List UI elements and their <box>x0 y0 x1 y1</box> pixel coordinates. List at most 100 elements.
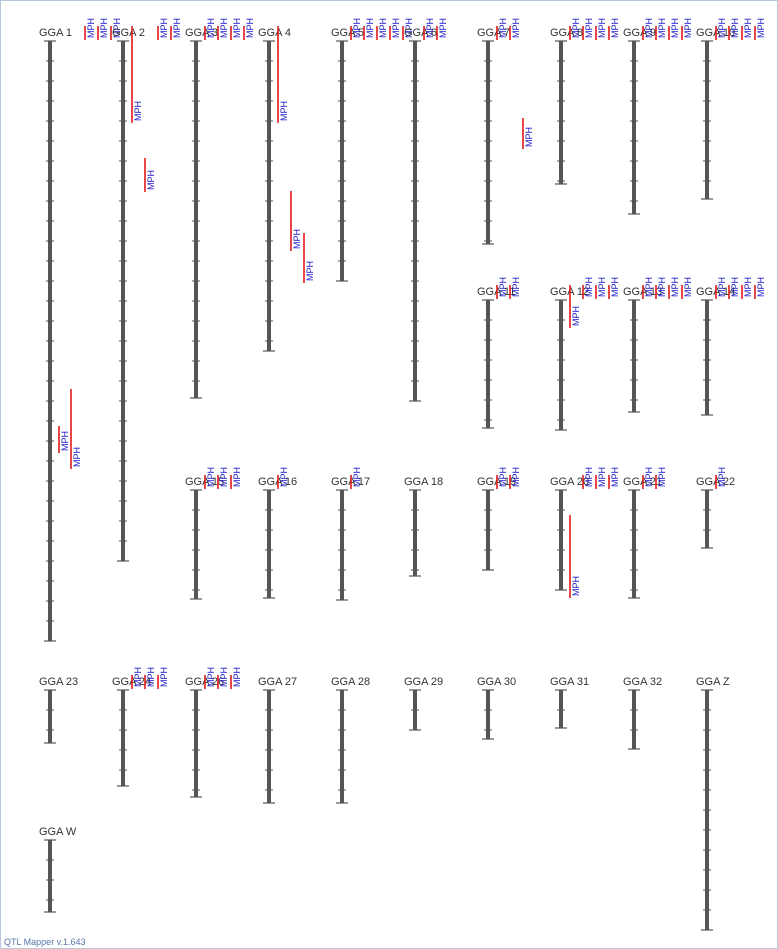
qtl-label[interactable]: MPH <box>597 18 607 38</box>
qtl-label[interactable]: MPH <box>571 576 581 596</box>
qtl-label[interactable]: MPH <box>657 18 667 38</box>
qtl-label[interactable]: MPH <box>60 431 70 451</box>
chromosome-group: GGA 18 <box>404 476 443 577</box>
qtl-label[interactable]: MPH <box>670 18 680 38</box>
qtl-label[interactable]: MPH <box>743 277 753 297</box>
chromosome-axis <box>267 690 271 803</box>
qtl-label[interactable]: MPH <box>86 18 96 38</box>
qtl-label[interactable]: MPH <box>584 467 594 487</box>
qtl-label[interactable]: MPH <box>571 306 581 326</box>
qtl-label[interactable]: MPH <box>232 18 242 38</box>
qtl-label[interactable]: MPH <box>524 127 534 147</box>
qtl-label[interactable]: MPH <box>644 277 654 297</box>
qtl-label[interactable]: MPH <box>610 277 620 297</box>
qtl-label[interactable]: MPH <box>206 667 216 687</box>
chromosome-axis <box>486 300 490 428</box>
chromosome-label: GGA 11 <box>477 286 515 298</box>
qtl-label[interactable]: MPH <box>683 277 693 297</box>
chromosome-axis <box>705 490 709 548</box>
chromosome-axis <box>632 690 636 749</box>
chromosome-axis <box>48 690 52 743</box>
qtl-label[interactable]: MPH <box>206 467 216 487</box>
qtl-label[interactable]: MPH <box>146 667 156 687</box>
qtl-label[interactable]: MPH <box>206 18 216 38</box>
qtl-label[interactable]: MPH <box>232 467 242 487</box>
qtl-label[interactable]: MPH <box>99 18 109 38</box>
chromosome-group: GGA 13MPHMPHMPHMPH <box>623 277 693 413</box>
qtl-label[interactable]: MPH <box>305 261 315 281</box>
qtl-label[interactable]: MPH <box>245 18 255 38</box>
chromosome-group: GGA 23 <box>39 676 78 744</box>
chromosome-group: GGA 4 MPH MPH MPH <box>258 26 315 352</box>
qtl-label[interactable]: MPH <box>597 467 607 487</box>
qtl-label[interactable]: MPH <box>730 18 740 38</box>
qtl-label[interactable]: MPH <box>511 467 521 487</box>
chromosome-label: GGA 1 <box>39 27 72 39</box>
qtl-label[interactable]: MPH <box>717 467 727 487</box>
qtl-label[interactable]: MPH <box>219 467 229 487</box>
qtl-label[interactable]: MPH <box>498 467 508 487</box>
chromosome-label: GGA 28 <box>331 676 370 688</box>
qtl-label[interactable]: MPH <box>597 277 607 297</box>
chromosome-group: GGA 26MPHMPHMPH <box>185 667 242 798</box>
qtl-label[interactable]: MPH <box>133 101 143 121</box>
qtl-label[interactable]: MPH <box>112 18 122 38</box>
qtl-label[interactable]: MPH <box>584 18 594 38</box>
qtl-label[interactable]: MPH <box>438 18 448 38</box>
chromosome-axis <box>486 690 490 739</box>
qtl-label[interactable]: MPH <box>352 18 362 38</box>
qtl-label[interactable]: MPH <box>717 18 727 38</box>
qtl-label[interactable]: MPH <box>730 277 740 297</box>
qtl-label[interactable]: MPH <box>511 18 521 38</box>
chromosome-axis <box>632 490 636 598</box>
chromosome-label: GGA Z <box>696 676 730 688</box>
qtl-label[interactable]: MPH <box>756 18 766 38</box>
qtl-label[interactable]: MPH <box>133 667 143 687</box>
qtl-label[interactable]: MPH <box>219 667 229 687</box>
qtl-label[interactable]: MPH <box>378 18 388 38</box>
qtl-label[interactable]: MPH <box>404 18 414 38</box>
qtl-label[interactable]: MPH <box>571 18 581 38</box>
qtl-label[interactable]: MPH <box>146 170 156 190</box>
qtl-label[interactable]: MPH <box>219 18 229 38</box>
chromosome-axis <box>632 41 636 214</box>
qtl-label[interactable]: MPH <box>717 277 727 297</box>
chromosome-axis <box>559 690 563 728</box>
qtl-label[interactable]: MPH <box>425 18 435 38</box>
qtl-label[interactable]: MPH <box>279 101 289 121</box>
qtl-label[interactable]: MPH <box>756 277 766 297</box>
qtl-label[interactable]: MPH <box>644 18 654 38</box>
qtl-label[interactable]: MPH <box>498 18 508 38</box>
qtl-label[interactable]: MPH <box>644 467 654 487</box>
qtl-label[interactable]: MPH <box>584 277 594 297</box>
qtl-label[interactable]: MPH <box>352 467 362 487</box>
qtl-label[interactable]: MPH <box>279 467 289 487</box>
qtl-label[interactable]: MPH <box>159 18 169 38</box>
qtl-label[interactable]: MPH <box>292 229 302 249</box>
qtl-label[interactable]: MPH <box>172 18 182 38</box>
chromosome-label: GGA 18 <box>404 476 443 488</box>
qtl-label[interactable]: MPH <box>610 18 620 38</box>
chromosome-label: GGA 6 <box>404 27 437 39</box>
qtl-label[interactable]: MPH <box>498 277 508 297</box>
qtl-label[interactable]: MPH <box>657 467 667 487</box>
qtl-label[interactable]: MPH <box>670 277 680 297</box>
qtl-label[interactable]: MPH <box>72 447 82 467</box>
qtl-label[interactable]: MPH <box>159 667 169 687</box>
qtl-label[interactable]: MPH <box>657 277 667 297</box>
qtl-label[interactable]: MPH <box>365 18 375 38</box>
chromosome-axis <box>486 41 490 244</box>
chromosome-label: GGA 20 <box>550 476 589 488</box>
qtl-label[interactable]: MPH <box>743 18 753 38</box>
qtl-label[interactable]: MPH <box>511 277 521 297</box>
qtl-label[interactable]: MPH <box>391 18 401 38</box>
qtl-label[interactable]: MPH <box>683 18 693 38</box>
qtl-label[interactable]: MPH <box>610 467 620 487</box>
qtl-label[interactable]: MPH <box>232 667 242 687</box>
